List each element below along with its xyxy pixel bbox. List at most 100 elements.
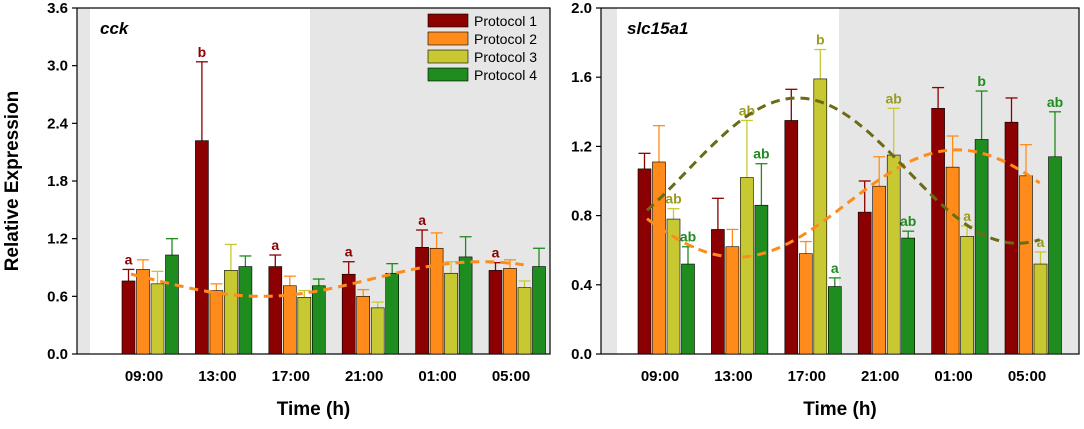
bar-protocol-2-2100 [356, 296, 371, 355]
y-tick-label: 2.4 [47, 115, 69, 132]
legend-swatch [427, 31, 469, 46]
x-tick-label: 17:00 [788, 368, 826, 385]
significance-label: b [977, 73, 986, 89]
bar-protocol-4-1700 [827, 286, 842, 355]
bar-protocol-2-1700 [282, 285, 297, 355]
x-tick-label: 09:00 [641, 368, 679, 385]
bar-protocol-3-1700 [297, 296, 312, 355]
bar-protocol-1-2100 [857, 211, 872, 355]
y-tick-label: 0.6 [47, 288, 68, 305]
bar-protocol-3-1300 [224, 270, 238, 355]
y-tick-label: 0.0 [47, 346, 68, 363]
y-tick-label: 1.8 [47, 173, 68, 190]
x-tick-label: 09:00 [125, 368, 163, 385]
bar-protocol-1-1700 [784, 120, 799, 355]
legend-label: Protocol 4 [474, 67, 537, 83]
bar-protocol-2-0500 [503, 268, 517, 355]
y-tick-label: 3.0 [47, 58, 68, 75]
x-tick-label: 13:00 [198, 368, 236, 385]
bar-protocol-4-1300 [238, 266, 253, 355]
x-axis-label: Time (h) [277, 399, 351, 420]
shade-left [77, 8, 90, 354]
significance-label: b [198, 44, 207, 60]
y-tick-label: 0.8 [571, 208, 592, 225]
bar-protocol-3-0100 [444, 272, 458, 355]
bar-protocol-1-0900 [121, 280, 136, 355]
x-tick-label: 21:00 [861, 368, 899, 385]
bar-protocol-4-0900 [165, 254, 179, 355]
bar-protocol-4-1300 [754, 204, 769, 355]
bar-protocol-1-0500 [1004, 121, 1019, 355]
bar-protocol-2-1300 [209, 290, 224, 355]
x-axis-label: Time (h) [803, 399, 877, 420]
fit-curve-protocol-2 [646, 148, 1041, 259]
bar-protocol-4-0500 [532, 266, 546, 355]
bar-protocol-4-0500 [1048, 156, 1062, 355]
bar-protocol-3-0900 [150, 283, 165, 355]
significance-label: ab [665, 191, 681, 207]
y-tick-label: 1.6 [571, 69, 592, 86]
y-tick-label: 0.4 [571, 277, 593, 294]
fit-curve-protocol-3 [646, 96, 1041, 245]
panel-title: cck [100, 19, 130, 38]
bar-protocol-1-1700 [268, 266, 283, 355]
y-tick-label: 1.2 [47, 231, 68, 248]
bar-protocol-3-0900 [666, 218, 681, 355]
y-tick-label: 0.0 [571, 346, 592, 363]
x-tick-label: 17:00 [272, 368, 310, 385]
bar-protocol-1-2100 [341, 273, 356, 355]
bar-protocol-2-2100 [872, 185, 887, 355]
significance-label: a [492, 245, 500, 261]
bar-protocol-3-2100 [886, 154, 901, 355]
bar-protocol-4-2100 [385, 272, 400, 355]
y-tick-label: 2.0 [571, 0, 592, 17]
fit-curve-protocol-2 [130, 260, 524, 298]
bar-protocol-4-0900 [681, 263, 695, 355]
x-tick-label: 21:00 [345, 368, 383, 385]
y-tick-label: 3.6 [47, 0, 68, 17]
significance-label: ab [680, 229, 696, 245]
bar-protocol-2-1700 [798, 253, 813, 355]
bar-protocol-3-1300 [740, 177, 754, 355]
bar-protocol-4-0100 [458, 256, 473, 355]
bar-protocol-2-0900 [136, 269, 150, 355]
y-tick-label: 1.2 [571, 138, 592, 155]
x-tick-label: 01:00 [418, 368, 456, 385]
legend-label: Protocol 3 [474, 49, 537, 65]
significance-label: ab [1047, 94, 1063, 110]
bar-protocol-1-0900 [637, 168, 652, 355]
x-tick-label: 01:00 [934, 368, 972, 385]
bar-protocol-1-0500 [488, 270, 503, 355]
legend: Protocol 1 Protocol 2 Protocol 3 Protocol 4 [427, 13, 537, 83]
bar-protocol-4-2100 [901, 237, 916, 355]
panel-title: slc15a1 [627, 19, 688, 38]
significance-label: a [125, 251, 133, 267]
bar-protocol-2-1300 [725, 246, 740, 355]
significance-label: a [345, 244, 353, 260]
bar-protocol-1-0100 [931, 108, 945, 355]
significance-label: a [418, 212, 426, 228]
bar-protocol-2-0500 [1019, 175, 1033, 355]
bar-protocol-1-1300 [711, 229, 725, 355]
bar-protocol-3-1700 [813, 78, 828, 355]
legend-label: Protocol 2 [474, 31, 537, 47]
legend-swatch [427, 49, 469, 64]
bar-protocol-4-0100 [974, 139, 989, 355]
significance-label: a [1037, 234, 1045, 250]
significance-label: ab [900, 213, 916, 229]
bar-protocol-2-0900 [652, 161, 666, 355]
bar-protocol-3-0500 [1033, 263, 1048, 355]
bar-protocol-1-0100 [415, 247, 429, 355]
significance-label: ab [886, 90, 902, 106]
x-tick-label: 13:00 [714, 368, 752, 385]
bar-protocol-2-0100 [945, 166, 960, 355]
bar-protocol-1-1300 [195, 140, 209, 355]
significance-label: b [816, 32, 825, 48]
bar-protocol-3-0100 [960, 236, 974, 355]
x-tick-label: 05:00 [492, 368, 530, 385]
bar-protocol-4-1700 [311, 285, 326, 355]
panel-slc15a1: 0.0 0.4 0.8 1.2 1.6 2.0 09:00 13:00 17:00 21:00 01… [571, 0, 1080, 420]
x-tick-label: 05:00 [1008, 368, 1046, 385]
significance-label: a [271, 237, 279, 253]
